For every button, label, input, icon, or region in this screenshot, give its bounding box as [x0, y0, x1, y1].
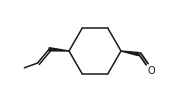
Text: O: O — [148, 66, 155, 76]
Polygon shape — [121, 51, 139, 56]
Polygon shape — [49, 48, 69, 51]
